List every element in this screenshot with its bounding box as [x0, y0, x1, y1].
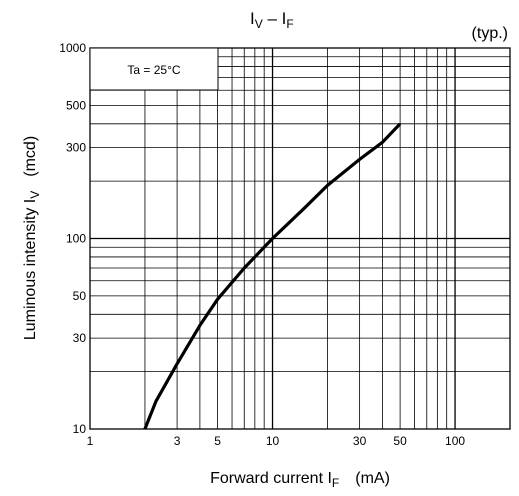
series-line	[143, 122, 402, 430]
x-tick-label: 1	[87, 434, 94, 448]
x-tick-label: 3	[174, 434, 181, 448]
x-tick-label: 100	[445, 434, 465, 448]
y-tick-labels: 10 30 50 100 300 500 1000	[59, 41, 86, 436]
condition-box: Ta = 25°C	[89, 47, 219, 91]
x-axis-label: Forward current IF (mA)	[210, 470, 390, 490]
y-tick-label: 300	[66, 141, 86, 155]
y-tick-label: 10	[73, 422, 87, 436]
x-tick-label: 5	[214, 434, 221, 448]
x-tick-labels: 1 3 5 10 30 50 100	[87, 434, 466, 448]
x-tick-label: 10	[266, 434, 280, 448]
y-axis-label: Luminous intensity IV(mcd)	[22, 136, 42, 340]
y-tick-label: 100	[66, 232, 86, 246]
y-tick-label: 1000	[59, 41, 86, 55]
plot-frame	[89, 47, 511, 430]
condition-label: Ta = 25°C	[127, 63, 180, 77]
y-tick-label: 30	[73, 331, 87, 345]
x-tick-label: 30	[353, 434, 367, 448]
condition-box-frame	[89, 47, 219, 91]
x-tick-label: 50	[393, 434, 407, 448]
y-tick-label: 500	[66, 98, 86, 112]
grid	[90, 48, 510, 429]
y-tick-label: 50	[73, 289, 87, 303]
chart-title: IV – IF	[250, 9, 294, 31]
typical-note: (typ.)	[472, 25, 508, 42]
